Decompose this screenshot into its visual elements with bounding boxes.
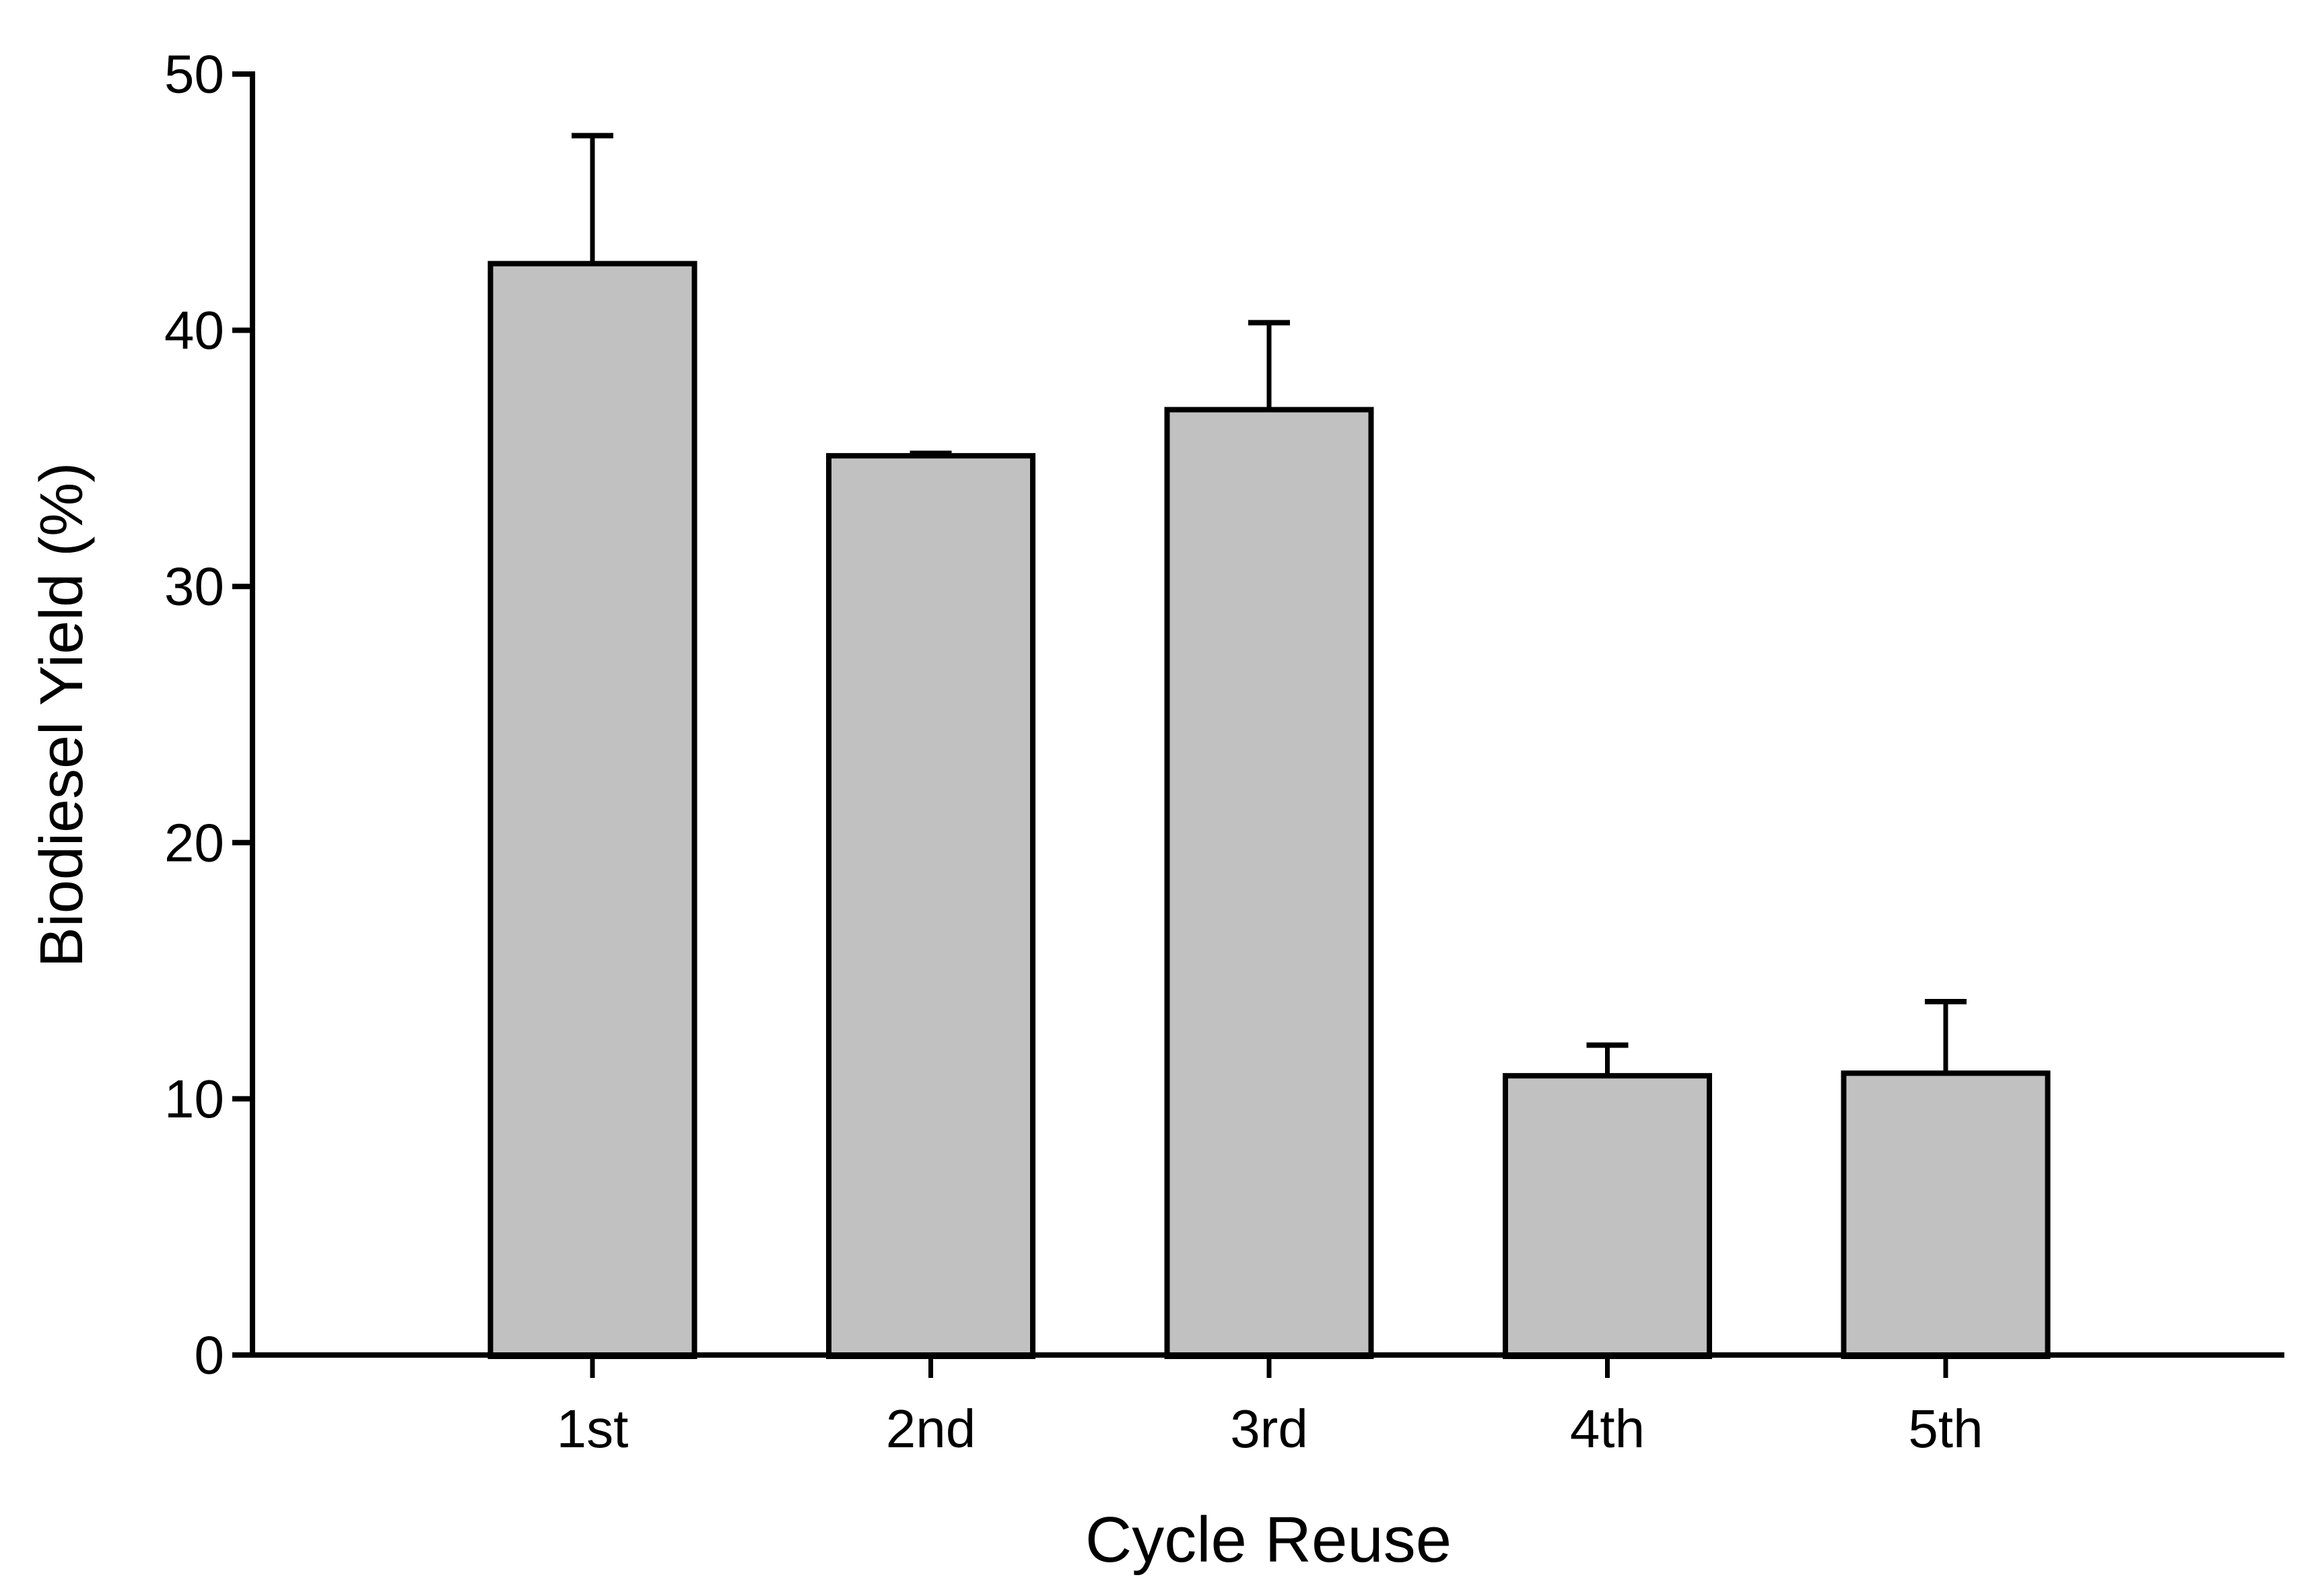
x-category-label-3rd: 3rd [1230,1399,1308,1459]
error-bars [572,133,1967,1076]
x-category-label-4th: 4th [1570,1399,1645,1459]
y-tick-label-50: 50 [164,44,224,104]
y-tick-label-20: 20 [164,812,224,872]
bar-1st [487,261,697,1359]
bar-4th [1503,1073,1712,1359]
y-tick-label-10: 10 [164,1069,224,1129]
y-tick-labels: 0 10 20 30 40 50 [164,44,224,1385]
y-tick-label-40: 40 [164,300,224,360]
x-category-label-5th: 5th [1908,1399,1983,1459]
bar-2nd [826,453,1035,1359]
bar-5th [1841,1070,2051,1359]
y-ticks [232,71,252,1358]
bar-3rd [1164,407,1374,1359]
x-ticks [590,1358,1948,1378]
x-category-label-2nd: 2nd [886,1399,976,1459]
bars [487,261,2051,1359]
x-category-label-1st: 1st [557,1399,629,1459]
y-tick-label-30: 30 [164,557,224,617]
y-axis-title: Biodiesel Yield (%) [28,462,96,967]
x-axis-title: Cycle Reuse [1085,1504,1452,1576]
x-category-labels: 1st 2nd 3rd 4th 5th [557,1399,1983,1459]
y-tick-label-0: 0 [195,1325,225,1385]
